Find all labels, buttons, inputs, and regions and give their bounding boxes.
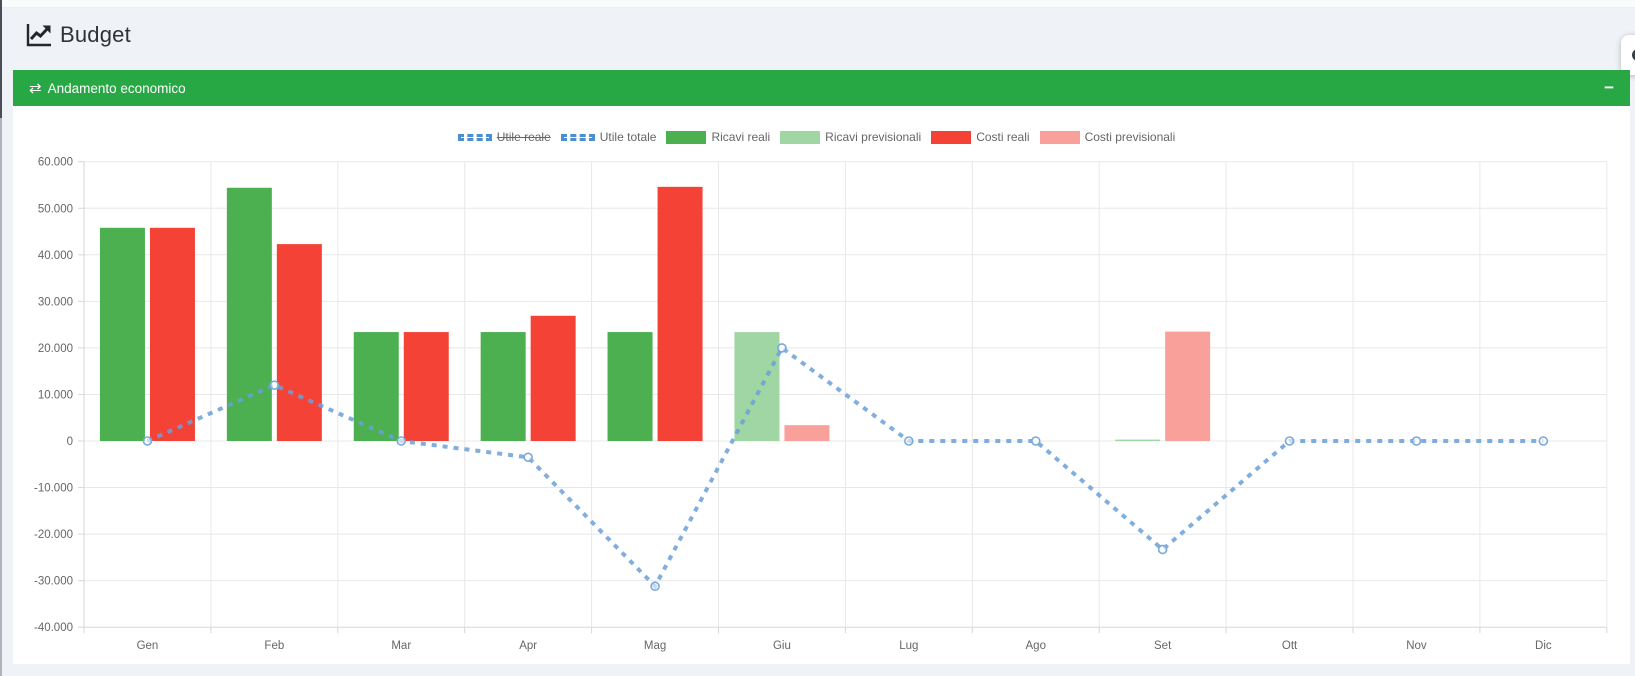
gear-icon [1632, 49, 1635, 61]
legend-label: Ricavi reali [711, 130, 771, 144]
x-tick-label: Lug [899, 640, 918, 652]
chart-legend: Utile reale Utile totale Ricavi reali Ricav… [13, 130, 1620, 144]
legend-item-costi-previsionali[interactable]: Costi previsionali [1039, 130, 1176, 144]
bar-ricavi-gen[interactable] [99, 227, 145, 441]
legend-item-costi-reali[interactable]: Costi reali [931, 130, 1030, 144]
y-tick-label: 20.000 [38, 343, 73, 355]
exchange-icon: ⇄ [29, 79, 42, 97]
legend-item-ricavi-reali[interactable]: Ricavi reali [666, 130, 770, 144]
line-point[interactable] [1411, 436, 1422, 446]
legend-swatch [780, 130, 821, 144]
x-tick-label: Ago [1026, 640, 1046, 652]
y-tick-label: -10.000 [34, 483, 73, 495]
x-tick-label: Giu [773, 640, 791, 652]
panel-title: Andamento economico [47, 80, 186, 96]
legend-swatch [560, 133, 595, 141]
y-tick-label: 50.000 [38, 203, 73, 215]
bar-costi-feb[interactable] [276, 244, 322, 441]
top-band [0, 0, 1635, 8]
x-tick-label: Nov [1406, 640, 1427, 652]
legend-label: Costi reali [976, 130, 1030, 144]
chart-line-icon [24, 21, 52, 49]
line-point[interactable] [269, 380, 280, 390]
legend-item-ricavi-previsionali[interactable]: Ricavi previsionali [780, 130, 921, 144]
budget-panel: ⇄ Andamento economico − Utile reale Utile… [13, 70, 1630, 664]
bar-costi-apr[interactable] [530, 315, 576, 441]
bar-ricavi-apr[interactable] [480, 332, 526, 441]
settings-flyout-button[interactable] [1621, 35, 1635, 75]
legend-label: Costi previsionali [1084, 130, 1176, 144]
line-point[interactable] [523, 452, 533, 463]
collapse-button[interactable]: − [1604, 78, 1614, 97]
line-point[interactable] [142, 436, 153, 446]
x-tick-label: Ott [1282, 640, 1298, 652]
sidebar-edge [0, 0, 2, 676]
bar-ricavi-feb[interactable] [226, 187, 272, 441]
x-tick-label: Gen [137, 640, 159, 652]
legend-swatch [931, 130, 972, 144]
page-header: Budget [24, 21, 131, 49]
panel-header: ⇄ Andamento economico − [13, 70, 1630, 106]
legend-item-utile-totale[interactable]: Utile totale [560, 130, 657, 144]
x-tick-label: Apr [519, 640, 537, 652]
x-tick-label: Mar [391, 640, 411, 652]
x-tick-label: Feb [264, 640, 284, 652]
panel-body: Utile reale Utile totale Ricavi reali Ricav… [13, 106, 1630, 664]
bar-costi-gen[interactable] [149, 227, 195, 441]
line-utile-totale [146, 344, 1544, 590]
legend-swatch [457, 133, 492, 141]
x-tick-label: Mag [644, 640, 666, 652]
x-tick-label: Dic [1535, 640, 1552, 652]
line-point[interactable] [1030, 436, 1041, 446]
page-title: Budget [60, 22, 131, 47]
y-tick-label: -30.000 [34, 576, 73, 588]
line-point[interactable] [1284, 436, 1295, 446]
y-tick-label: 0 [67, 436, 73, 448]
bar-costi-mag[interactable] [657, 186, 703, 441]
bar-costi-set[interactable] [1165, 331, 1211, 441]
y-tick-label: 40.000 [38, 250, 73, 262]
line-point[interactable] [1157, 544, 1168, 555]
bar-ricavi-giu[interactable] [734, 332, 780, 441]
legend-label: Ricavi previsionali [825, 130, 922, 144]
legend-item-utile-reale[interactable]: Utile reale [457, 130, 551, 144]
y-tick-label: -40.000 [34, 622, 73, 634]
x-tick-label: Set [1154, 640, 1172, 652]
y-tick-label: 30.000 [38, 296, 73, 308]
bar-ricavi-set[interactable] [1115, 439, 1161, 441]
bar-ricavi-mag[interactable] [607, 332, 653, 441]
line-point[interactable] [904, 436, 914, 446]
line-point[interactable] [650, 581, 660, 592]
legend-label: Utile reale [496, 130, 551, 144]
y-tick-label: 60.000 [38, 157, 73, 169]
legend-swatch [1039, 130, 1080, 144]
line-point[interactable] [396, 436, 407, 446]
bar-costi-mar[interactable] [403, 332, 449, 441]
bar-costi-giu[interactable] [784, 425, 830, 441]
y-tick-label: 10.000 [38, 389, 73, 401]
budget-chart-canvas[interactable]: 60.000 50.000 40.000 30.000 20.000 10.000 0 -10… [13, 106, 1620, 664]
legend-label: Utile totale [599, 130, 657, 144]
legend-swatch [666, 130, 707, 144]
y-tick-label: -20.000 [34, 529, 73, 541]
line-point[interactable] [1538, 436, 1549, 446]
line-point[interactable] [777, 343, 787, 353]
